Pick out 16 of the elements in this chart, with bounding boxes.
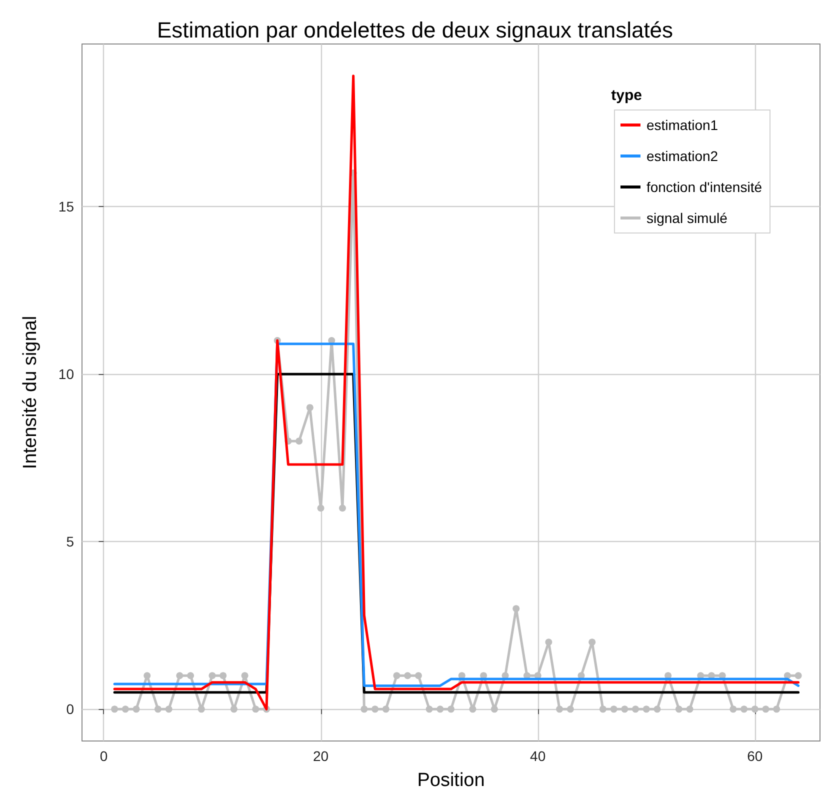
legend-label: fonction d'intensité [646, 179, 762, 195]
legend-label: signal simulé [646, 210, 728, 226]
x-tick-label: 40 [530, 748, 546, 764]
y-tick-label: 5 [66, 534, 74, 550]
x-tick-label: 60 [747, 748, 763, 764]
legend-title: type [611, 87, 642, 104]
y-tick-label: 10 [58, 366, 74, 382]
legend-label: estimation1 [646, 117, 718, 133]
x-tick-label: 20 [312, 748, 329, 764]
x-axis-title: Position [417, 770, 485, 791]
chart-title: Estimation par ondelettes de deux signaux translatés [156, 18, 674, 42]
y-tick-label: 15 [58, 198, 74, 215]
legend-label: estimation2 [646, 148, 718, 164]
y-axis-title: Intensité du signal [20, 316, 41, 470]
y-tick-label: 0 [66, 701, 74, 718]
x-tick-label: 0 [100, 748, 108, 764]
